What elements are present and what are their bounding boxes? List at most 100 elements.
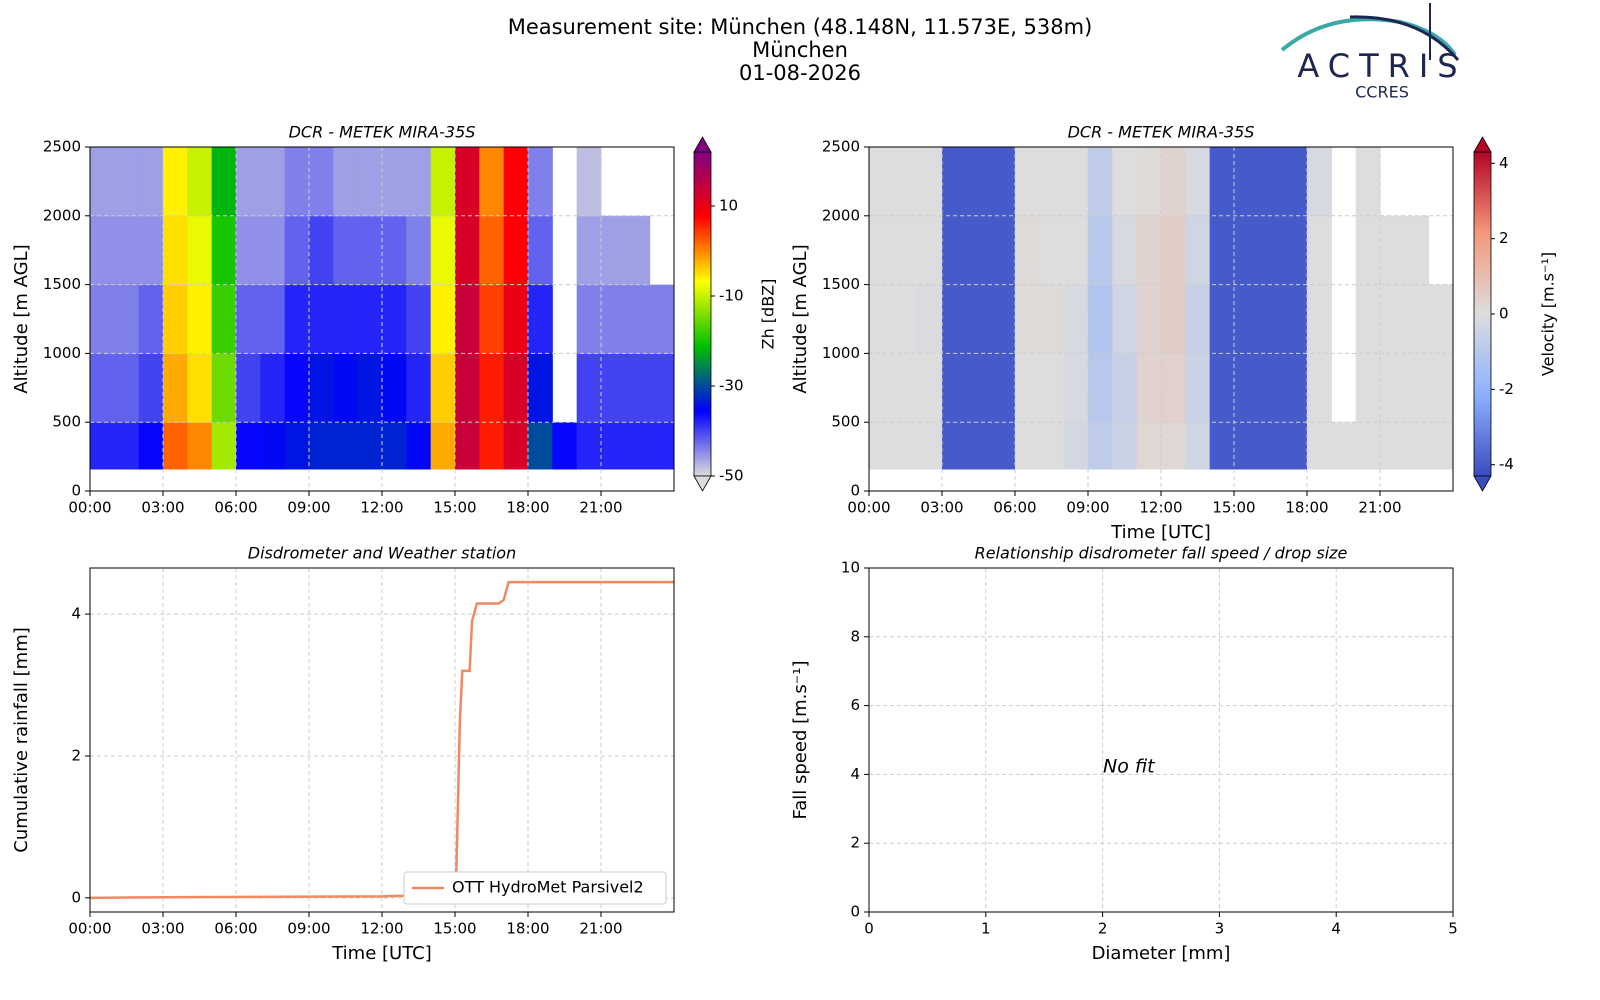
heatmap-cell [479,284,505,354]
heatmap-cell [284,422,310,470]
panel: -4 -2 0 2 4 Velocity [m.s⁻¹] 00:00 03:00 06:00 09… [790,123,1558,544]
heatmap-cell [357,422,383,470]
x-axis-label: Time [UTC] [331,943,432,964]
y-tick-label: 0 [850,482,860,500]
heatmap-cell [917,422,943,470]
x-tick-label: 12:00 [360,920,403,938]
heatmap-cell [138,284,164,354]
heatmap-cell [649,284,675,354]
heatmap-cell [990,422,1016,470]
y-tick-label: 0 [71,482,81,500]
chart-title: Relationship disdrometer fall speed / dr… [975,544,1348,563]
heatmap-cell [942,147,967,217]
heatmap-cell [357,215,383,286]
heatmap-cell [1136,147,1162,217]
x-tick-label: 3 [1215,920,1225,938]
y-tick-label: 2000 [822,206,860,224]
axes-frame [89,567,675,913]
heatmap-cell [942,353,967,423]
heatmap-cell [1063,284,1089,354]
heatmap-cell [601,284,626,354]
heatmap-cell [260,353,286,423]
logo-text: ACTRIS [1297,47,1466,85]
heatmap-cell [187,353,213,423]
heatmap-cell [1355,353,1381,423]
heatmap-cell [406,353,432,423]
heatmap-cell [1282,284,1308,354]
colorbar-extend [1473,136,1492,153]
heatmap-cell [430,284,456,354]
heatmap-cell [1112,284,1138,354]
x-tick-label: 12:00 [1139,499,1182,517]
heatmap-cell [1185,215,1211,286]
heatmap-cell [260,215,286,286]
heatmap-cell [893,353,919,423]
heatmap-cell [163,147,188,217]
heatmap-cell [1136,215,1162,286]
heatmap-cell [966,147,992,217]
x-tick-label: 06:00 [214,920,257,938]
y-tick-label: 8 [850,627,860,645]
x-axis-label: Time [UTC] [1110,522,1211,543]
colorbar-tick-label: 4 [1499,154,1509,172]
heatmap-cell [1404,353,1430,423]
colorbar-extend [693,136,712,153]
heatmap-cell [382,215,407,286]
heatmap-cell [1112,422,1138,470]
heatmap-cell [1258,215,1284,286]
heatmap-cell [138,353,164,423]
y-tick-label: 4 [71,605,81,623]
heatmap-cell [528,284,553,354]
x-tick-label: 06:00 [993,499,1036,517]
x-tick-label: 18:00 [1285,499,1328,517]
x-tick-label: 5 [1448,920,1458,938]
heatmap-cell [479,147,505,217]
heatmap-cell [187,215,213,286]
y-axis-label: Fall speed [m.s⁻¹] [790,661,811,820]
heatmap-cell [1039,147,1065,217]
heatmap-cell [1063,422,1089,470]
heatmap-cell [625,422,651,470]
heatmap-cell [211,284,237,354]
logo: ACTRIS CCRES [1280,3,1466,102]
x-tick-label: 12:00 [360,499,403,517]
heatmap-cell [1185,422,1211,470]
panel: 0 1 2 3 4 5 0 2 4 6 8 10 No fit Relationship disdrome… [790,544,1458,965]
heatmap-cell [90,353,115,423]
heatmap-cell [1331,422,1357,470]
heatmap-cell [552,422,578,470]
heatmap-cell [309,284,334,354]
y-tick-label: 1000 [43,344,81,362]
heatmap-cell [1282,422,1308,470]
heatmap-cell [236,422,261,470]
x-tick-label: 09:00 [287,499,330,517]
x-tick-label: 00:00 [68,499,111,517]
y-tick-label: 10 [841,559,860,577]
heatmap-cell [163,353,188,423]
heatmap-cell [1234,422,1259,470]
axes-frame [89,146,675,492]
heatmap-cell [1015,284,1040,354]
heatmap-cell [163,284,188,354]
heatmap-cell [1063,353,1089,423]
heatmap-cell [309,353,334,423]
y-axis-label: Altitude [m AGL] [790,244,811,393]
y-axis-label: Altitude [m AGL] [11,244,32,393]
heatmap-cell [917,215,943,286]
colorbar-tick-label: -10 [719,287,744,305]
heatmap-cell [1112,215,1138,286]
heatmap-cell [1161,353,1186,423]
heatmap-cell [211,353,237,423]
heatmap-cell [942,215,967,286]
heatmap-cell [211,215,237,286]
heatmap-cell [1112,147,1138,217]
heatmap-cell [528,422,553,470]
heatmap-cell [187,284,213,354]
heatmap-cell [625,284,651,354]
x-tick-label: 15:00 [1212,499,1255,517]
heatmap-cell [114,284,140,354]
heatmap-cell [1015,215,1040,286]
heatmap-cell [1039,422,1065,470]
heatmap-cell [382,422,407,470]
heatmap-cell [406,215,432,286]
